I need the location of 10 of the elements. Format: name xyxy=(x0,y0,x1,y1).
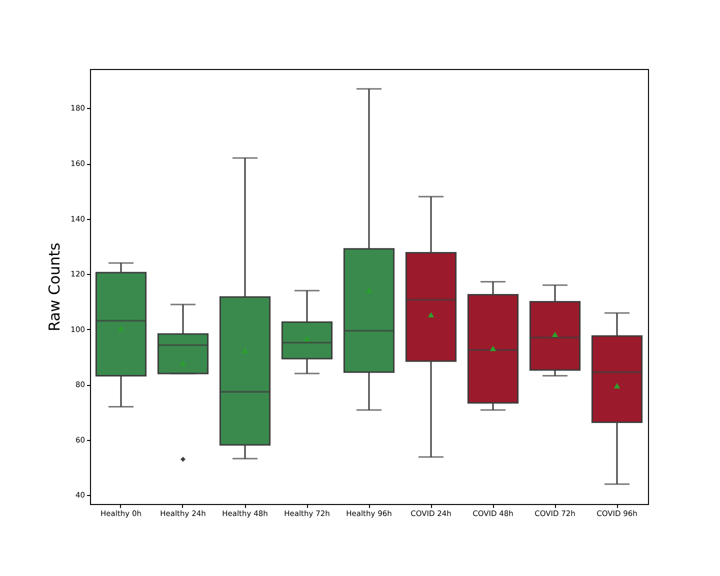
point xyxy=(552,332,558,338)
point xyxy=(490,346,496,352)
y-axis-title: Raw Counts xyxy=(46,242,64,332)
point xyxy=(118,326,124,332)
point xyxy=(428,312,434,318)
point xyxy=(614,382,620,388)
point xyxy=(366,287,372,293)
point xyxy=(304,336,310,342)
point xyxy=(180,360,186,366)
point xyxy=(242,348,248,354)
